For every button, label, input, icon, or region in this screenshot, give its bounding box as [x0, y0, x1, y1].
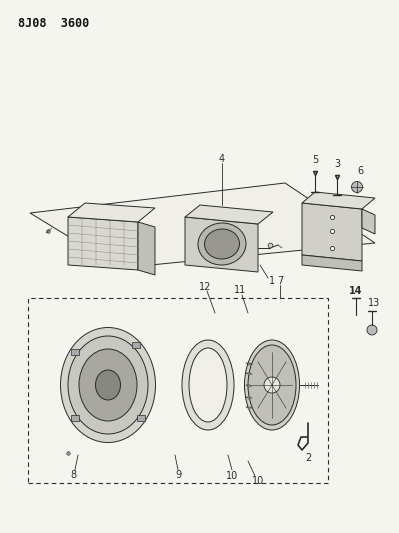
Bar	[28, 298, 328, 483]
Text: 4: 4	[219, 154, 225, 164]
Text: 6: 6	[357, 166, 363, 176]
Text: 5: 5	[312, 155, 318, 165]
Polygon shape	[137, 415, 145, 422]
Ellipse shape	[198, 223, 246, 265]
Polygon shape	[302, 203, 362, 261]
Text: 11: 11	[234, 285, 246, 295]
Polygon shape	[71, 415, 79, 422]
Polygon shape	[71, 349, 79, 354]
Ellipse shape	[248, 345, 296, 425]
Text: 8J08  3600: 8J08 3600	[18, 17, 89, 30]
Ellipse shape	[189, 348, 227, 422]
Circle shape	[264, 377, 280, 393]
Ellipse shape	[245, 340, 300, 430]
Text: 3: 3	[334, 159, 340, 169]
Text: 8: 8	[70, 470, 76, 480]
Text: 10: 10	[226, 471, 238, 481]
Ellipse shape	[95, 370, 120, 400]
Polygon shape	[302, 255, 362, 271]
Text: 1: 1	[269, 276, 275, 286]
Circle shape	[352, 182, 363, 192]
Circle shape	[367, 325, 377, 335]
Ellipse shape	[68, 336, 148, 434]
Text: 7: 7	[277, 276, 283, 286]
Text: 10: 10	[252, 476, 264, 486]
Polygon shape	[185, 217, 258, 272]
Ellipse shape	[61, 327, 156, 442]
Polygon shape	[68, 217, 138, 270]
Polygon shape	[30, 183, 375, 268]
Text: 14: 14	[349, 286, 363, 296]
Ellipse shape	[182, 340, 234, 430]
Polygon shape	[68, 203, 155, 222]
Ellipse shape	[205, 229, 239, 259]
Polygon shape	[138, 222, 155, 275]
Polygon shape	[132, 342, 140, 348]
Polygon shape	[302, 192, 375, 209]
Text: 2: 2	[305, 453, 311, 463]
Text: 13: 13	[368, 298, 380, 308]
Text: 12: 12	[199, 282, 211, 292]
Polygon shape	[185, 205, 273, 224]
Polygon shape	[362, 209, 375, 234]
Ellipse shape	[79, 349, 137, 421]
Text: 9: 9	[175, 470, 181, 480]
